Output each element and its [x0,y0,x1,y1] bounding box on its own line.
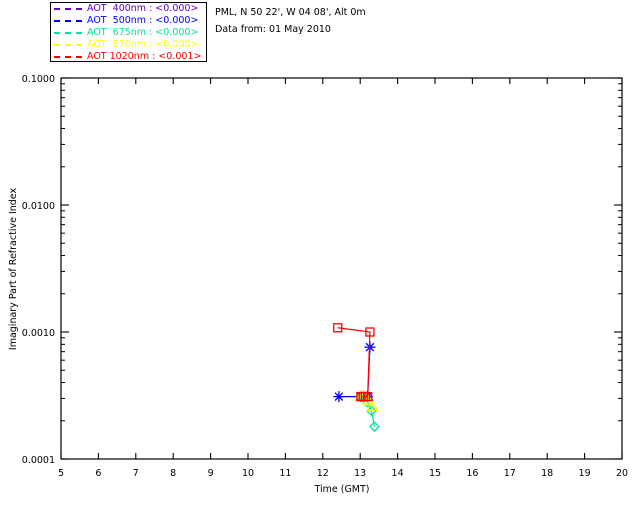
legend-aot-400nm: AOT 400nm : <0.000> [51,3,206,15]
x-tick-label: 14 [392,468,404,479]
marker-asterisk [334,392,344,401]
marker-triangle [362,393,375,405]
legend-line-swatch [54,44,82,46]
x-tick-label: 6 [95,468,101,479]
legend-aot-1020nm: AOT 1020nm : <0.001> [51,51,206,63]
legend-line-swatch [54,20,82,22]
marker-square [365,327,375,337]
legend-item-label: AOT 870nm : <0.000> [87,39,199,50]
x-tick-label: 11 [279,468,291,479]
legend-aot-870nm: AOT 870nm : <0.000> [51,39,206,51]
x-tick-label: 18 [541,468,553,479]
y-tick-label: 0.1000 [22,74,55,85]
x-tick-label: 12 [317,468,329,479]
x-tick-label: 15 [429,468,441,479]
series-line [337,327,371,398]
x-tick-label: 9 [208,468,214,479]
x-tick-label: 10 [242,468,254,479]
x-tick-label: 5 [58,468,64,479]
series-line [338,347,371,398]
x-tick-label: 16 [466,468,478,479]
data-layer [333,323,380,432]
legend-item-label: AOT 1020nm : <0.001> [87,51,202,62]
x-tick-label: 19 [579,468,591,479]
legend-aot-500nm: AOT 500nm : <0.000> [51,15,206,27]
x-axis-label: Time (GMT) [313,484,369,495]
legend-line-swatch [54,56,82,58]
axes-layer: 5 6 7 8 9 10 11 12 13 14 15 16 17 18 19 20 0.0001 0.0010 0… [22,74,628,479]
legend-aot-675nm: AOT 675nm : <0.000> [51,27,206,39]
y-tick-label: 0.0100 [22,201,55,212]
legend-line-swatch [54,8,82,10]
title-line-1: PML, N 50 22', W 04 08', Alt 0m [215,7,366,18]
x-tick-label: 13 [354,468,366,479]
legend-item-label: AOT 675nm : <0.000> [87,27,199,38]
marker-triangle [366,399,379,411]
legend: AOT 400nm : <0.000> AOT 500nm : <0.000> AO… [50,2,207,62]
marker-diamond [368,421,380,432]
x-tick-label: 7 [133,468,139,479]
marker-square [333,323,343,333]
series-4 [333,323,375,402]
legend-line-swatch [54,32,82,34]
x-tick-label: 20 [616,468,628,479]
y-tick-label: 0.0001 [22,455,55,466]
x-tick-label: 8 [170,468,176,479]
title-line-2: Data from: 01 May 2010 [215,24,331,35]
legend-item-label: AOT 500nm : <0.000> [87,15,199,26]
chart-title-block: PML, N 50 22', W 04 08', Alt 0m Data fro… [215,4,366,38]
y-axis-label: Imaginary Part of Refractive Index [8,188,19,351]
plot-frame [60,77,623,460]
marker-square [356,391,366,402]
legend-item-label: AOT 400nm : <0.000> [87,3,199,14]
y-tick-label: 0.0010 [22,328,55,339]
x-tick-label: 17 [504,468,516,479]
